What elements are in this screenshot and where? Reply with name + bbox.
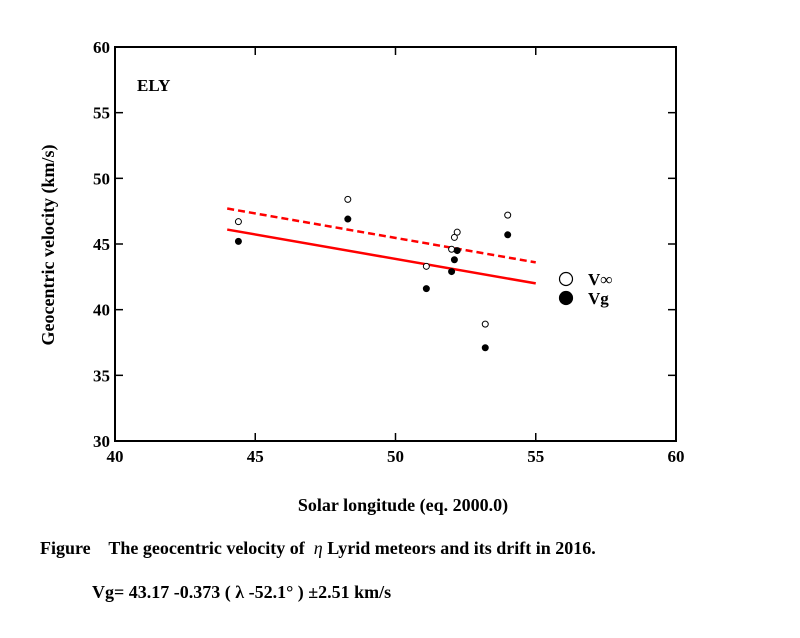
x-tick-label: 40 <box>107 447 124 466</box>
plot-frame <box>114 46 677 442</box>
y-tick-label: 60 <box>93 38 110 57</box>
vinf-point <box>448 245 456 253</box>
vinf-point <box>453 228 461 236</box>
vg-point <box>422 285 430 293</box>
legend-marker-vg <box>558 290 574 306</box>
fit-line-vinf <box>226 207 536 264</box>
x-tick-label: 60 <box>668 447 685 466</box>
legend-label-vinf: V∞ <box>588 270 612 289</box>
fit-line-vg <box>226 228 536 285</box>
vinf-point <box>344 195 352 203</box>
vg-point <box>234 237 242 245</box>
axes <box>114 46 677 442</box>
y-tick-label: 35 <box>93 366 110 385</box>
fit-lines <box>226 207 536 285</box>
tick-labels: 40 45 50 55 60 30 35 40 45 50 55 60 <box>93 38 685 466</box>
caption-text: The geocentric velocity of <box>108 538 305 558</box>
y-axis-title: Geocentric velocity (km/s) <box>38 145 59 346</box>
vg-point <box>504 231 512 239</box>
vg-point <box>344 215 352 223</box>
vg-point <box>450 256 458 264</box>
y-tick-label: 30 <box>93 432 110 451</box>
drift-formula: Vg= 43.17 -0.373 ( λ -52.1° ) ±2.51 km/s <box>92 582 392 602</box>
legend-marker-vinf <box>558 271 574 287</box>
caption-greek: η <box>313 538 323 558</box>
y-tick-label: 40 <box>93 301 110 320</box>
x-tick-label: 45 <box>247 447 264 466</box>
velocity-chart: 40 45 50 55 60 30 35 40 45 50 55 60 ELY Solar longi… <box>38 38 685 516</box>
x-tick-label: 50 <box>387 447 404 466</box>
x-axis-title: Solar longitude (eq. 2000.0) <box>298 495 508 516</box>
vinf-point <box>450 233 458 241</box>
vg-point <box>448 268 456 276</box>
vinf-point <box>422 262 430 270</box>
vinf-point <box>481 320 489 328</box>
caption-prefix: Figure <box>40 538 91 558</box>
vg-point <box>481 344 489 352</box>
panel-label: ELY <box>137 76 170 95</box>
y-tick-label: 55 <box>93 104 110 123</box>
data-points <box>234 195 512 352</box>
vg-point <box>453 247 461 255</box>
caption-suffix: Lyrid meteors and its drift in 2016. <box>327 538 596 558</box>
vinf-point <box>504 211 512 219</box>
y-tick-label: 50 <box>93 169 110 188</box>
vinf-point <box>234 218 242 226</box>
figure-caption: Figure The geocentric velocity of η Lyri… <box>40 538 596 559</box>
x-tick-label: 55 <box>527 447 544 466</box>
legend-label-vg: Vg <box>588 289 609 308</box>
y-tick-label: 45 <box>93 235 110 254</box>
legend: V∞Vg <box>558 270 612 308</box>
